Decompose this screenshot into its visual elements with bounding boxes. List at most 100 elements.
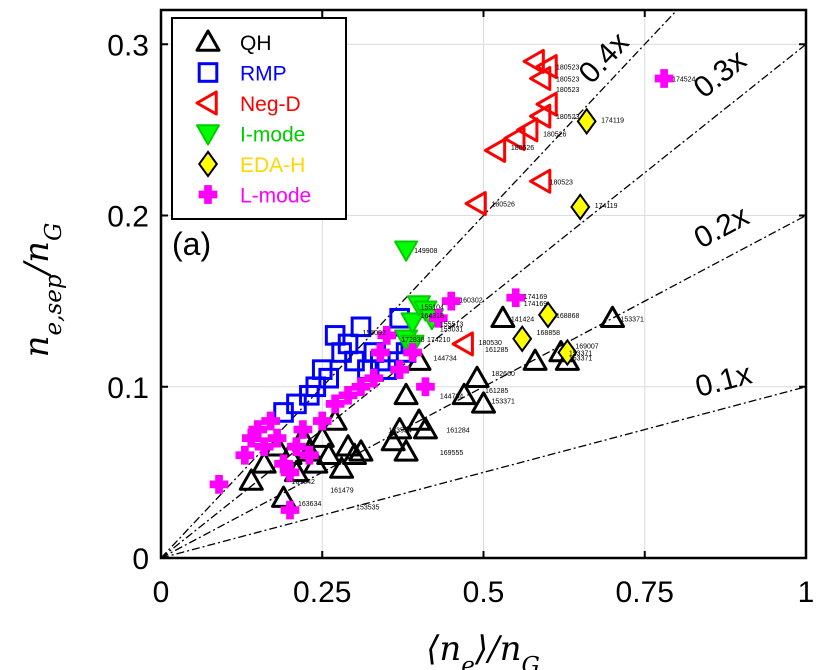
point-rmp bbox=[318, 367, 339, 389]
data-points bbox=[209, 48, 674, 520]
point-l-mode bbox=[254, 437, 274, 457]
point-l-mode bbox=[377, 326, 397, 345]
point-neg-d bbox=[529, 66, 552, 91]
point-label: 168868 bbox=[556, 313, 579, 320]
point-eda-h bbox=[570, 193, 591, 221]
point-label: 169555 bbox=[440, 450, 463, 457]
legend-marker-neg-d bbox=[195, 90, 218, 116]
point-label: 161284 bbox=[446, 428, 469, 435]
point-l-mode bbox=[506, 288, 526, 308]
reference-line bbox=[161, 386, 806, 558]
point-eda-h bbox=[537, 301, 559, 329]
reference-line-label: 0.4x bbox=[573, 26, 636, 90]
point-l-mode bbox=[267, 428, 287, 448]
point-label: 172838 bbox=[401, 337, 424, 344]
point-l-mode bbox=[403, 343, 422, 362]
point-label: 163554 bbox=[388, 428, 411, 435]
point-l-mode bbox=[364, 368, 384, 388]
point-eda-h bbox=[512, 324, 533, 353]
point-qh bbox=[348, 439, 374, 462]
y-ticks: 0 0.1 0.2 0.3 bbox=[107, 29, 806, 576]
legend-marker-l-mode bbox=[198, 185, 218, 204]
point-label: 161479 bbox=[330, 488, 353, 495]
point-label: 153371 bbox=[492, 398, 515, 405]
point-l-mode bbox=[351, 377, 371, 397]
point-l-mode bbox=[209, 475, 229, 494]
legend-label-l-mode: L-mode bbox=[240, 185, 311, 208]
reference-lines bbox=[161, 10, 806, 558]
point-label: 174119 bbox=[601, 118, 624, 125]
point-l-mode bbox=[293, 420, 313, 439]
point-neg-d bbox=[464, 191, 487, 217]
point-qh bbox=[251, 451, 277, 474]
point-label: 153371 bbox=[621, 316, 644, 323]
point-qh bbox=[464, 365, 490, 388]
point-l-mode bbox=[280, 463, 300, 482]
legend-label-eda-h: EDA-H bbox=[240, 154, 305, 177]
point-l-mode bbox=[338, 385, 358, 405]
point-label: 153371 bbox=[569, 356, 592, 363]
reference-line bbox=[161, 10, 678, 558]
point-qh bbox=[342, 442, 367, 465]
x-tick-label: 1 bbox=[798, 576, 815, 609]
x-tick-label: 0.75 bbox=[616, 576, 674, 609]
point-label: 180523 bbox=[556, 114, 579, 121]
point-label: 169007 bbox=[575, 344, 598, 351]
x-tick-label: 0.25 bbox=[293, 576, 351, 609]
point-qh bbox=[316, 442, 342, 465]
legend-label-i-mode: I-mode bbox=[240, 124, 305, 147]
x-tick-label: 0.5 bbox=[463, 576, 505, 609]
point-neg-d bbox=[529, 103, 552, 129]
point-qh bbox=[490, 305, 516, 328]
point-qh bbox=[380, 429, 406, 452]
point-neg-d bbox=[535, 54, 558, 80]
legend-marker-qh bbox=[195, 29, 221, 52]
point-eda-h bbox=[576, 107, 597, 136]
point-l-mode bbox=[261, 411, 280, 431]
point-qh bbox=[471, 391, 496, 414]
legend-label-neg-d: Neg-D bbox=[240, 93, 301, 116]
point-neg-d bbox=[522, 48, 545, 74]
x-axis-label: ⟨ne⟩/nG bbox=[426, 629, 540, 670]
point-l-mode bbox=[312, 411, 332, 431]
point-label: 180523 bbox=[556, 87, 579, 94]
point-label: 144734 bbox=[440, 393, 463, 400]
x-tick-label: 0 bbox=[153, 576, 170, 609]
point-neg-d bbox=[503, 125, 526, 151]
y-axis-label: ne,sep/nG bbox=[17, 223, 67, 358]
reference-line bbox=[161, 43, 806, 558]
point-neg-d bbox=[535, 91, 558, 117]
point-label: 161285 bbox=[485, 388, 508, 395]
point-label: 153371 bbox=[569, 351, 592, 358]
x-ticks: 0 0.25 0.5 0.75 1 bbox=[153, 10, 815, 609]
point-label: 174119 bbox=[595, 203, 618, 210]
reference-line-label: 0.1x bbox=[692, 357, 755, 403]
y-tick-label: 0 bbox=[132, 543, 149, 576]
point-qh bbox=[412, 417, 438, 440]
point-l-mode bbox=[325, 394, 345, 414]
point-label: 141424 bbox=[511, 316, 534, 323]
point-label: 180526 bbox=[492, 202, 515, 209]
y-tick-label: 0.2 bbox=[107, 201, 149, 234]
point-label: 180526 bbox=[511, 145, 534, 152]
point-label: 174524 bbox=[672, 77, 695, 84]
point-label: 161542 bbox=[292, 479, 315, 486]
point-label: 144734 bbox=[433, 356, 456, 363]
point-label: 164318 bbox=[421, 313, 444, 320]
point-l-mode bbox=[370, 343, 390, 362]
point-label: 174169 bbox=[524, 301, 547, 308]
point-qh bbox=[329, 456, 355, 479]
y-tick-label: 0.1 bbox=[107, 372, 149, 405]
panel-label: (a) bbox=[172, 226, 211, 262]
point-rmp bbox=[350, 316, 372, 338]
point-l-mode bbox=[280, 500, 300, 520]
point-label: 180530 bbox=[479, 340, 502, 347]
point-l-mode bbox=[300, 445, 319, 465]
point-label: 155104 bbox=[421, 304, 444, 311]
point-qh bbox=[600, 305, 625, 328]
point-l-mode bbox=[416, 377, 435, 397]
point-label: 180523 bbox=[556, 65, 579, 72]
point-l-mode bbox=[248, 420, 268, 439]
legend-marker-i-mode bbox=[196, 124, 220, 146]
point-qh bbox=[393, 439, 419, 462]
